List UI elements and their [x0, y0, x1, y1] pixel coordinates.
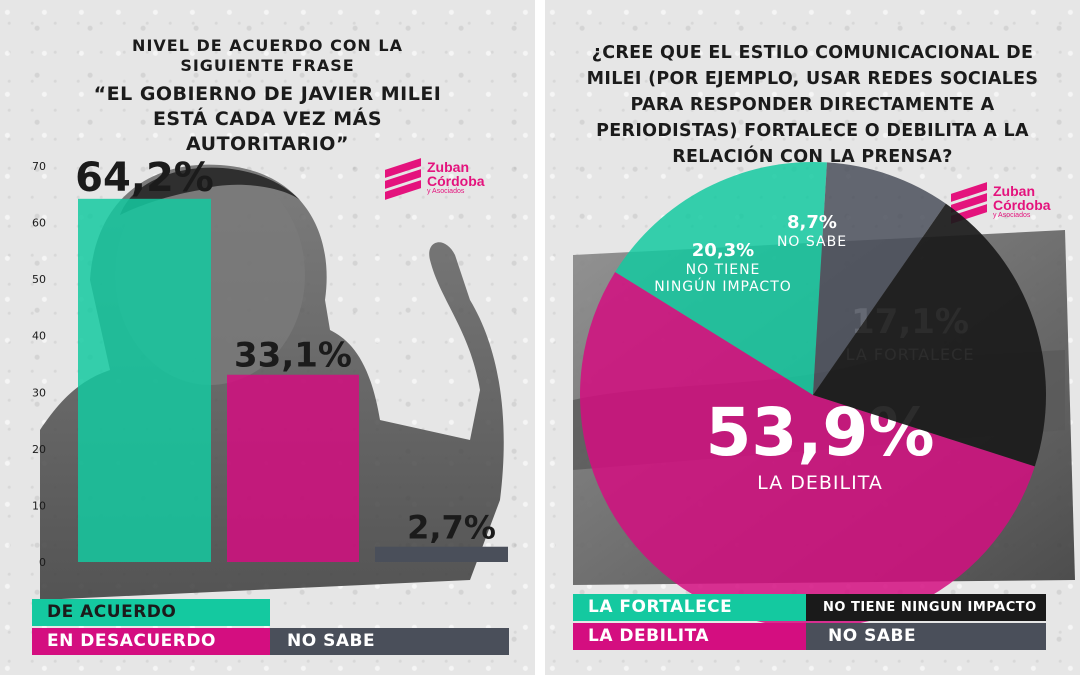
legend-swatch-fortalece — [573, 594, 806, 621]
legend-label-acuerdo: DE ACUERDO — [47, 602, 177, 622]
left-panel: NIVEL DE ACUERDO CON LA SIGUIENTE FRASE … — [0, 0, 535, 675]
pie-slice-2 — [615, 162, 827, 395]
legend-label-no-impacto: NO TIENE NINGUN IMPACTO — [823, 600, 1037, 615]
chart-title-line1: NIVEL DE ACUERDO CON LA SIGUIENTE FRASE — [132, 36, 403, 75]
legend-label-desacuerdo: EN DESACUERDO — [47, 631, 216, 651]
legend-label-fortalece: LA FORTALECE — [588, 597, 733, 617]
legend-swatch-no-impacto — [806, 594, 1046, 621]
pie-title: ¿CREE QUE EL ESTILO COMUNICACIONAL DE MI… — [586, 43, 1039, 167]
y-tick-label: 40 — [32, 330, 46, 343]
legend-label-no-sabe-right: NO SABE — [828, 626, 917, 646]
legend-swatch-acuerdo — [32, 599, 270, 626]
y-tick-label: 50 — [32, 273, 46, 286]
y-tick-label: 30 — [32, 386, 46, 399]
pie-slice-1 — [579, 271, 1035, 629]
left-legend-row1: DE ACUERDO — [32, 599, 532, 626]
pie-value-label: 20,3% — [692, 240, 754, 261]
y-tick-label: 60 — [32, 217, 46, 230]
logo-name: Zuban Córdoba — [427, 159, 485, 189]
pie-slice-label: NO SABE — [777, 234, 847, 250]
panel-divider — [535, 0, 545, 675]
pie-value-label: 8,7% — [787, 212, 837, 233]
legend-swatch-no-sabe-right — [806, 623, 1046, 650]
right-panel: ¿CREE QUE EL ESTILO COMUNICACIONAL DE MI… — [545, 0, 1080, 675]
bar-value-label: 2,7% — [407, 509, 496, 547]
pie-slice-label: NINGÚN IMPACTO — [654, 277, 792, 295]
bar-no-sabe — [375, 546, 508, 562]
legend-label-no-sabe: NO SABE — [287, 631, 376, 651]
left-legend-row2: EN DESACUERDO NO SABE — [32, 628, 532, 655]
logo-sub: y Asociados — [993, 212, 1031, 219]
legend-swatch-debilita — [573, 623, 806, 650]
y-tick-label: 20 — [32, 443, 46, 456]
pie-slice-label: LA DEBILITA — [757, 472, 883, 494]
pie-slice-3 — [813, 162, 946, 395]
chart-title-quote: “EL GOBIERNO DE JAVIER MILEI ESTÁ CADA V… — [93, 83, 442, 155]
pie-slice-label: NO TIENE — [686, 262, 761, 278]
y-tick-label: 0 — [39, 556, 46, 569]
bar-en-desacuerdo — [227, 374, 359, 562]
legend-swatch-no-sabe — [270, 628, 509, 655]
legend-label-debilita: LA DEBILITA — [588, 626, 710, 646]
bar-de-acuerdo — [78, 198, 211, 562]
y-tick-label: 70 — [32, 160, 46, 173]
logo-sub: y Asociados — [427, 188, 465, 195]
bar-value-label: 33,1% — [234, 336, 352, 376]
logo-name: Zuban Córdoba — [993, 183, 1051, 213]
y-tick-label: 10 — [32, 499, 46, 512]
pie-chart: 53,9%LA DEBILITA17,1%LA FORTALECE8,7%NO … — [579, 162, 1046, 629]
right-legend-row2: LA DEBILITA NO SABE — [573, 623, 1053, 650]
bar-value-label: 64,2% — [75, 155, 214, 201]
bar-chart: 0 10 20 30 40 50 60 70 64,2% 33,1% 2,7% — [32, 155, 508, 569]
pie-slice-4 — [813, 203, 1046, 467]
right-legend-row1: LA FORTALECE NO TIENE NINGUN IMPACTO — [573, 594, 1053, 621]
legend-swatch-desacuerdo — [32, 628, 270, 655]
